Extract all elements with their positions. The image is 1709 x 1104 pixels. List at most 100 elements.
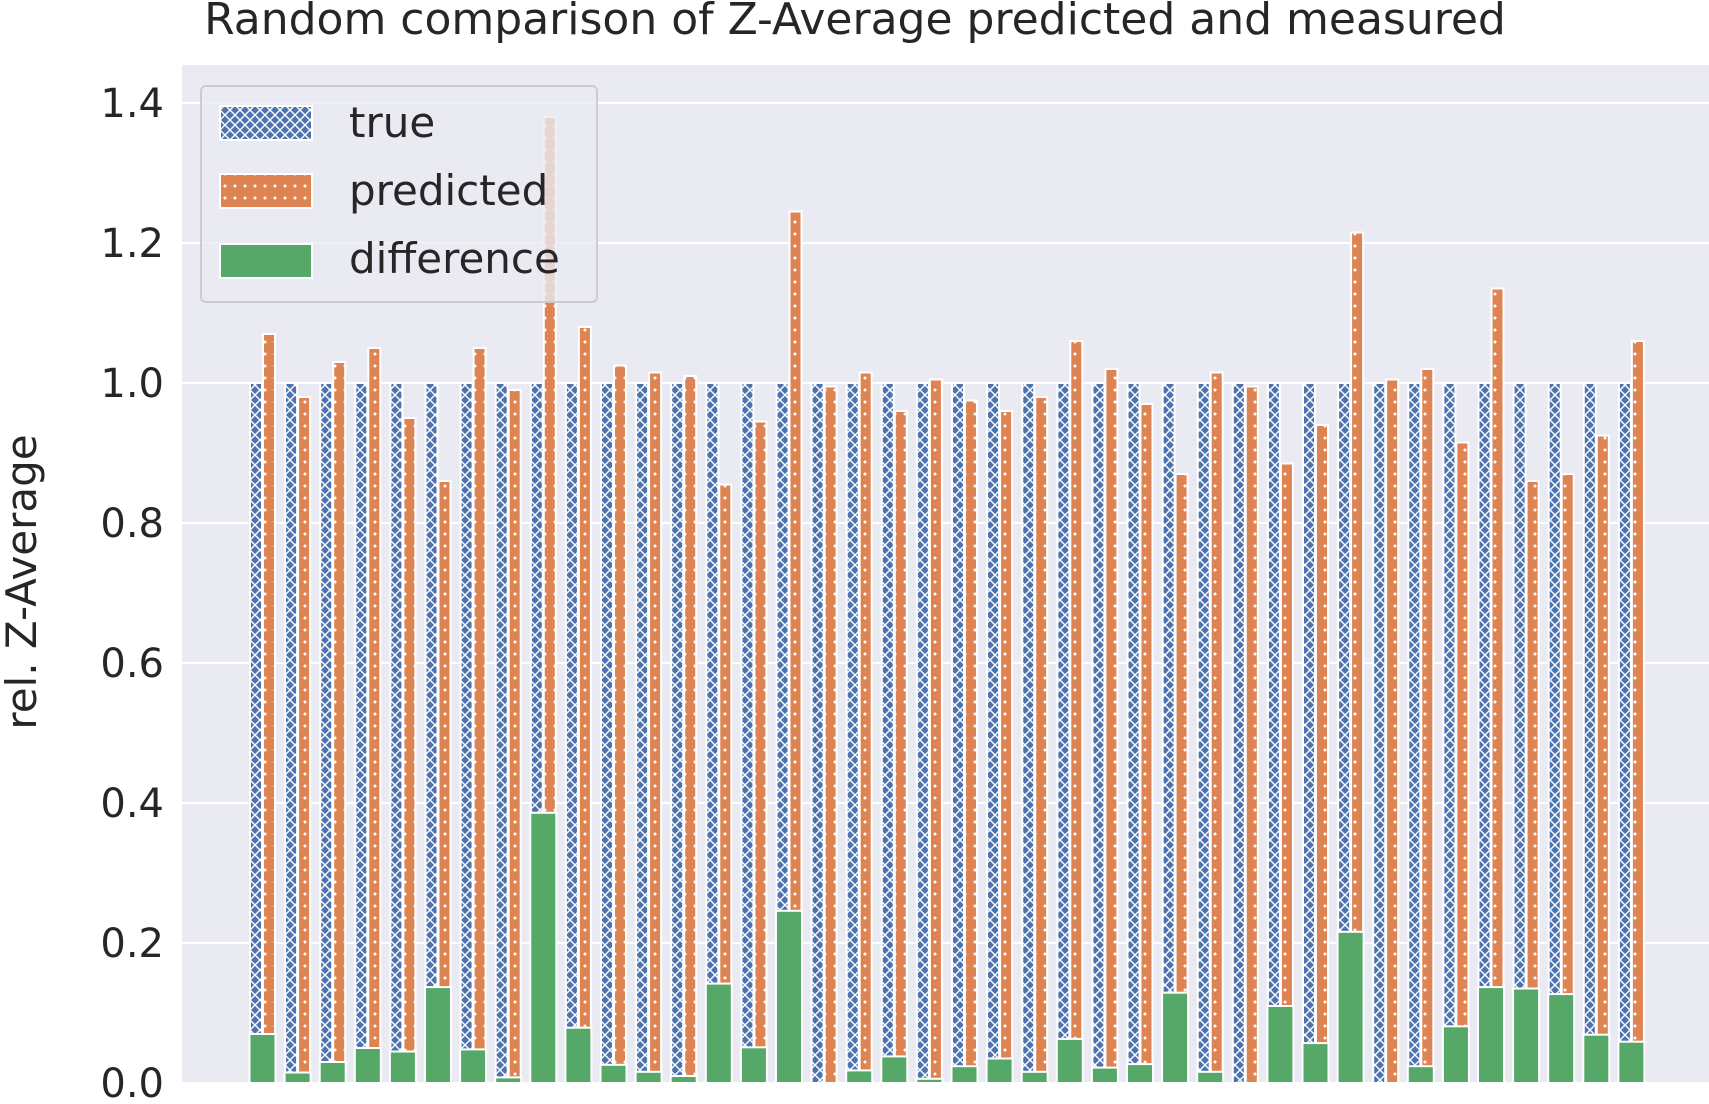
- bar-predicted: [999, 410, 1014, 1084]
- bar-predicted: [1595, 434, 1610, 1084]
- y-tick-labels: 0.0 0.2 0.4 0.6 0.8 1.0 1.2 1.4: [100, 81, 164, 1104]
- bars: [248, 116, 1646, 1085]
- bar-difference: [950, 1065, 979, 1084]
- bar-difference: [985, 1057, 1014, 1084]
- bar-true: [915, 382, 930, 1084]
- bar-predicted: [402, 417, 417, 1084]
- bar-difference: [1477, 986, 1505, 1084]
- bar-predicted: [472, 347, 487, 1084]
- bar-predicted: [1244, 385, 1259, 1084]
- y-tick-label: 0.6: [100, 641, 164, 687]
- bar-true: [1547, 382, 1562, 1084]
- bar-difference: [564, 1026, 593, 1084]
- bar-true: [951, 382, 965, 1084]
- bar-difference: [1441, 1025, 1470, 1085]
- bar-true: [319, 382, 334, 1084]
- bar-true: [564, 382, 579, 1084]
- bar-true: [635, 382, 650, 1084]
- bar-predicted: [332, 361, 347, 1084]
- bar-predicted: [858, 371, 873, 1084]
- bar-predicted: [1560, 473, 1575, 1084]
- bar-difference: [1196, 1070, 1225, 1085]
- bar-true: [1056, 382, 1071, 1084]
- bar-true: [1091, 382, 1106, 1084]
- bar-difference: [424, 986, 452, 1084]
- bar-predicted: [1139, 403, 1154, 1084]
- bar-true: [1442, 382, 1457, 1084]
- bar-predicted: [1420, 368, 1435, 1084]
- bar-true: [1617, 382, 1632, 1084]
- bar-predicted: [262, 333, 276, 1084]
- bar-true: [494, 382, 509, 1084]
- bar-true: [1407, 382, 1422, 1084]
- legend-label-predicted: predicted: [349, 166, 548, 215]
- bar-predicted: [964, 399, 978, 1084]
- bar-predicted: [613, 364, 627, 1084]
- bar-predicted: [648, 371, 663, 1084]
- bar-predicted: [1279, 462, 1294, 1084]
- bar-difference: [1020, 1070, 1049, 1085]
- bar-predicted: [1630, 340, 1645, 1084]
- y-tick-label: 0.0: [100, 1061, 164, 1099]
- bar-predicted: [753, 420, 768, 1084]
- bar-difference: [459, 1048, 488, 1085]
- bar-difference: [775, 909, 803, 1084]
- bar-difference: [634, 1070, 663, 1085]
- bar-true: [1512, 382, 1527, 1084]
- bar-true: [1161, 382, 1176, 1084]
- bar-predicted: [823, 385, 838, 1084]
- bar-predicted: [928, 378, 943, 1084]
- bar-difference: [599, 1063, 628, 1085]
- bar-true: [284, 382, 299, 1084]
- bar-true: [705, 382, 720, 1084]
- bar-true: [354, 382, 369, 1084]
- bar-difference: [1266, 1005, 1295, 1084]
- bar-predicted: [1385, 378, 1400, 1084]
- bar-difference: [1055, 1037, 1084, 1085]
- bar-predicted: [683, 375, 698, 1084]
- bar-difference: [248, 1033, 277, 1084]
- bar-difference: [318, 1061, 347, 1084]
- bar-difference: [283, 1071, 312, 1084]
- bar-true: [986, 382, 1001, 1084]
- bar-true: [1302, 382, 1316, 1084]
- bar-difference: [915, 1077, 944, 1085]
- bar-difference: [1161, 991, 1190, 1085]
- bar-difference: [1547, 993, 1576, 1084]
- legend-label-true: true: [349, 98, 435, 147]
- bar-predicted: [297, 396, 312, 1084]
- bar-true: [600, 382, 614, 1084]
- bar-difference: [1582, 1033, 1611, 1084]
- bar-true: [459, 382, 474, 1084]
- bar-difference: [353, 1047, 382, 1084]
- bar-difference: [704, 982, 733, 1084]
- bar-difference: [494, 1076, 523, 1085]
- y-tick-label: 1.4: [100, 81, 164, 127]
- bar-difference: [1617, 1040, 1646, 1084]
- bar-predicted: [1315, 424, 1329, 1084]
- bar-predicted: [367, 347, 382, 1084]
- bar-true: [810, 382, 825, 1084]
- bar-predicted: [1209, 371, 1224, 1084]
- y-axis-label: rel. Z-Average: [0, 434, 46, 729]
- chart-title: Random comparison of Z-Average predicted…: [204, 0, 1506, 45]
- bar-difference: [1126, 1063, 1154, 1084]
- bar-difference: [1512, 987, 1541, 1084]
- bar-true: [845, 382, 860, 1084]
- legend-swatch-predicted: [219, 173, 313, 209]
- bar-difference: [1301, 1042, 1330, 1084]
- bar-predicted: [1455, 441, 1470, 1084]
- y-tick-label: 0.4: [100, 781, 164, 827]
- bar-predicted: [1069, 340, 1084, 1084]
- bar-difference: [1406, 1065, 1435, 1084]
- bar-predicted: [507, 389, 522, 1084]
- legend: true predicted difference: [200, 85, 598, 303]
- bar-true: [424, 382, 439, 1084]
- legend-label-difference: difference: [349, 234, 560, 283]
- bar-predicted: [1490, 287, 1505, 1084]
- bar-true: [1196, 382, 1211, 1084]
- bar-difference: [1336, 930, 1365, 1084]
- bar-true: [1021, 382, 1036, 1084]
